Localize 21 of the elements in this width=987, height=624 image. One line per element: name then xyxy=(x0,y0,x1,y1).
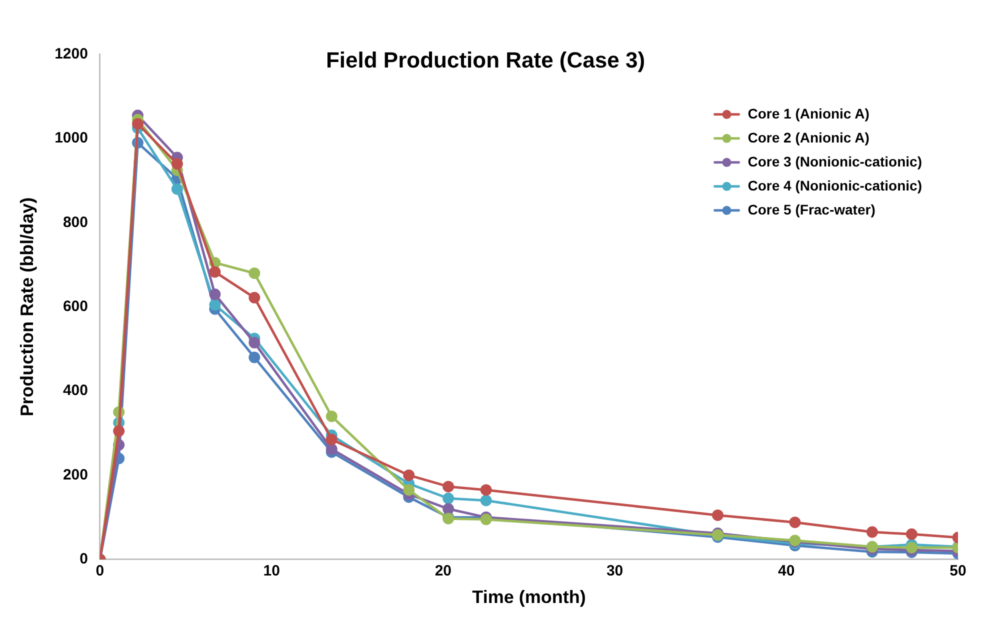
x-axis-title: Time (month) xyxy=(472,587,586,608)
legend-label: Core 4 (Nonionic-cationic) xyxy=(748,177,922,194)
x-tick-label: 30 xyxy=(606,562,624,580)
x-tick-label: 40 xyxy=(778,562,795,580)
y-tick-label: 1200 xyxy=(54,46,88,63)
y-tick-label: 1000 xyxy=(54,130,88,147)
y-tick-label: 200 xyxy=(62,466,88,484)
x-tick-label: 10 xyxy=(263,562,280,580)
legend-label: Core 5 (Frac-water) xyxy=(748,201,876,218)
legend-label: Core 2 (Anionic A) xyxy=(748,129,870,146)
y-tick-label: 0 xyxy=(80,550,88,568)
x-tick-label: 20 xyxy=(434,562,452,580)
y-tick-label: 800 xyxy=(62,214,88,231)
chart-title: Field Production Rate (Case 3) xyxy=(326,47,646,72)
y-tick-label: 400 xyxy=(62,382,88,400)
legend-label: Core 3 (Nonionic-cationic) xyxy=(748,153,922,170)
x-tick-label: 0 xyxy=(96,562,104,580)
y-axis-title: Production Rate (bbl/day) xyxy=(16,197,37,416)
y-tick-label: 600 xyxy=(62,298,88,316)
legend-label: Core 1 (Anionic A) xyxy=(748,105,870,122)
x-tick-label: 50 xyxy=(950,562,966,580)
